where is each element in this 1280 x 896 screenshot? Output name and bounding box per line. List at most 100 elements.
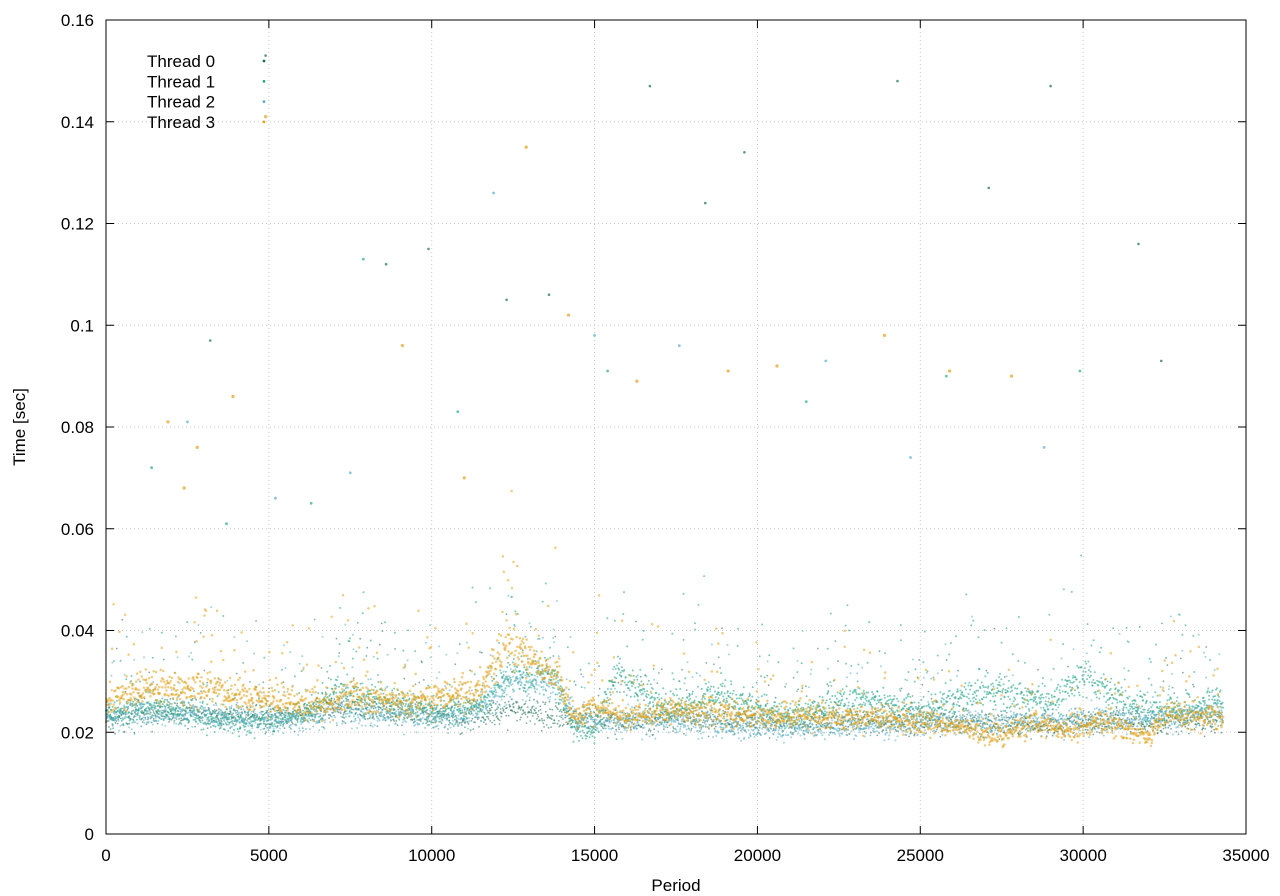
data-point — [682, 592, 685, 595]
data-point — [644, 707, 647, 710]
data-point — [155, 701, 158, 704]
data-point — [1055, 688, 1058, 691]
data-point — [878, 695, 881, 697]
data-point — [506, 666, 509, 669]
data-point — [1109, 696, 1112, 699]
data-point — [623, 681, 626, 684]
data-point — [997, 690, 1000, 693]
data-point — [1105, 684, 1108, 687]
data-point — [699, 730, 701, 732]
data-point — [151, 730, 154, 733]
data-point — [172, 706, 174, 709]
data-point — [1049, 701, 1052, 704]
data-point — [625, 694, 628, 697]
data-point — [875, 702, 878, 705]
data-point — [986, 691, 989, 693]
data-point — [914, 668, 917, 671]
data-point — [626, 645, 629, 648]
data-point — [434, 721, 437, 724]
data-point — [963, 715, 966, 718]
data-point — [125, 635, 128, 638]
data-point — [668, 724, 671, 727]
data-point — [134, 706, 137, 709]
data-point — [595, 729, 598, 732]
data-point — [532, 712, 535, 715]
data-point — [536, 713, 539, 716]
data-point — [574, 727, 577, 729]
data-point — [505, 714, 508, 717]
data-point — [588, 727, 591, 730]
data-point — [684, 677, 687, 680]
series-1-points — [105, 257, 1224, 745]
data-point — [844, 624, 847, 627]
data-point — [264, 725, 267, 728]
data-point — [377, 681, 380, 683]
data-point — [660, 668, 663, 671]
data-point — [606, 617, 609, 620]
data-point — [1057, 697, 1060, 700]
data-point — [1017, 660, 1020, 662]
data-point — [511, 710, 514, 713]
data-point — [1175, 730, 1178, 733]
data-point — [412, 712, 415, 715]
data-point — [865, 699, 868, 702]
data-point — [701, 698, 704, 701]
data-point — [975, 733, 977, 735]
data-point — [1040, 700, 1043, 703]
data-point — [277, 717, 280, 720]
data-point — [639, 675, 642, 678]
data-point — [361, 612, 364, 615]
data-point — [401, 697, 404, 700]
data-point — [717, 691, 720, 694]
data-point — [701, 721, 704, 724]
data-point — [152, 717, 155, 720]
data-point — [228, 710, 231, 713]
data-point — [784, 685, 786, 688]
data-point — [886, 695, 889, 698]
data-point — [546, 716, 549, 719]
data-point — [846, 604, 849, 607]
data-point — [173, 720, 176, 722]
data-point — [604, 724, 606, 726]
data-point — [994, 694, 997, 697]
data-point — [586, 717, 589, 720]
data-point — [323, 707, 325, 710]
data-point — [596, 727, 599, 730]
data-point — [518, 705, 520, 707]
data-point — [291, 722, 294, 725]
data-point — [670, 708, 672, 710]
outlier-point — [743, 151, 746, 154]
data-point — [386, 685, 389, 688]
data-point — [765, 694, 768, 696]
data-point — [704, 726, 707, 728]
data-point — [975, 694, 978, 697]
data-point — [633, 678, 636, 681]
data-point — [282, 722, 285, 725]
data-point — [971, 703, 974, 706]
data-point — [544, 701, 547, 704]
data-point — [1043, 685, 1046, 687]
data-point — [876, 734, 879, 737]
data-point — [528, 666, 531, 668]
data-point — [1016, 692, 1019, 695]
data-point — [755, 726, 758, 729]
data-point — [565, 721, 567, 723]
data-point — [851, 702, 854, 705]
data-point — [265, 709, 268, 712]
data-point — [905, 697, 908, 699]
data-point — [710, 706, 713, 709]
data-point — [356, 622, 359, 624]
data-point — [853, 704, 856, 707]
data-point — [342, 700, 345, 703]
data-point — [302, 709, 304, 712]
data-point — [548, 700, 551, 703]
data-point — [487, 715, 489, 718]
data-point — [475, 708, 478, 711]
data-point — [967, 684, 970, 687]
data-point — [869, 701, 872, 704]
data-point — [584, 737, 587, 740]
data-point — [592, 731, 595, 733]
data-point — [800, 719, 803, 722]
data-point — [494, 688, 497, 691]
data-point — [992, 708, 995, 711]
